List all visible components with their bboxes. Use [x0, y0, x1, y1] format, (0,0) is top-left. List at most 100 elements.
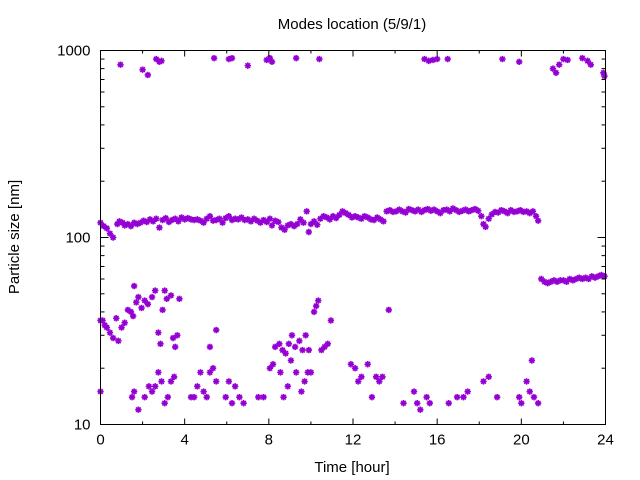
- data-point: [430, 206, 438, 213]
- data-point: [347, 361, 355, 368]
- data-point: [600, 69, 607, 76]
- data-point: [302, 332, 309, 339]
- data-point: [287, 220, 295, 228]
- data-point: [127, 308, 135, 316]
- data-point: [297, 216, 304, 223]
- data-point: [127, 222, 135, 230]
- data-point: [544, 279, 551, 287]
- data-point: [163, 295, 170, 303]
- data-point: [165, 218, 173, 226]
- data-point: [579, 275, 586, 283]
- data-point: [167, 378, 175, 385]
- data-point: [348, 214, 356, 221]
- data-point: [528, 357, 536, 364]
- data-point: [124, 306, 132, 314]
- data-point: [155, 329, 162, 336]
- data-point: [153, 55, 160, 63]
- data-point: [518, 399, 525, 407]
- data-point: [380, 218, 387, 225]
- data-point: [423, 393, 430, 401]
- data-point: [588, 273, 596, 280]
- x-tick-label: 8: [265, 432, 273, 449]
- data-point: [351, 365, 359, 372]
- data-point: [158, 378, 165, 385]
- data-point: [109, 334, 117, 342]
- data-point: [307, 369, 315, 376]
- x-tick-label: 16: [429, 432, 446, 449]
- data-point: [190, 393, 198, 401]
- data-point: [564, 56, 571, 64]
- data-point: [164, 393, 172, 401]
- data-point: [402, 209, 409, 216]
- data-point: [103, 324, 111, 331]
- data-point: [278, 224, 285, 231]
- data-point: [146, 216, 154, 223]
- data-point: [310, 308, 318, 316]
- data-point: [129, 312, 137, 320]
- data-point: [529, 208, 537, 215]
- data-point: [460, 393, 467, 401]
- data-point: [526, 209, 533, 217]
- data-point: [364, 214, 371, 221]
- data-point: [152, 383, 159, 390]
- data-point: [268, 222, 276, 229]
- data-point: [113, 315, 120, 322]
- x-tick-label: 0: [96, 432, 104, 449]
- data-point: [316, 55, 323, 63]
- data-point: [462, 206, 469, 213]
- data-point: [355, 378, 362, 385]
- data-point: [549, 65, 557, 72]
- data-point: [429, 56, 437, 64]
- data-point: [152, 287, 159, 294]
- data-point: [213, 326, 220, 334]
- data-point: [538, 275, 545, 283]
- data-point: [410, 388, 418, 395]
- data-point: [314, 221, 321, 228]
- data-point: [373, 214, 381, 221]
- data-point: [399, 208, 406, 215]
- data-point: [516, 393, 523, 401]
- data-point: [121, 319, 128, 326]
- data-point: [222, 214, 229, 222]
- data-point: [504, 209, 511, 217]
- x-axis-label: Time [hour]: [314, 459, 389, 476]
- data-point: [321, 343, 328, 351]
- data-point: [156, 224, 163, 231]
- data-point: [268, 58, 276, 66]
- data-point: [130, 219, 138, 226]
- data-point: [464, 388, 471, 395]
- data-point: [364, 361, 371, 368]
- data-point: [400, 399, 407, 407]
- data-point: [135, 293, 142, 301]
- data-point: [336, 211, 343, 219]
- x-tick-label: 4: [180, 432, 188, 449]
- x-tick-label: 12: [345, 432, 362, 449]
- data-point: [591, 274, 599, 281]
- data-point: [411, 208, 419, 215]
- data-point: [587, 61, 594, 68]
- data-point: [284, 222, 291, 229]
- data-point: [480, 220, 487, 228]
- data-point: [332, 214, 340, 222]
- data-point: [372, 373, 380, 380]
- data-point: [247, 218, 255, 225]
- data-point: [358, 373, 365, 380]
- data-point: [219, 219, 226, 226]
- data-point: [424, 205, 431, 213]
- data-point: [213, 216, 220, 224]
- data-point: [553, 278, 561, 285]
- data-point: [310, 218, 318, 225]
- data-point: [584, 57, 591, 65]
- data-point: [408, 206, 416, 214]
- data-point: [566, 275, 573, 283]
- data-point: [478, 212, 485, 220]
- data-point: [175, 218, 182, 225]
- data-point: [560, 55, 567, 63]
- data-point: [449, 205, 457, 212]
- data-point: [141, 393, 148, 401]
- data-point: [396, 206, 403, 213]
- data-point: [523, 208, 530, 215]
- data-point: [118, 324, 125, 331]
- data-point: [225, 212, 233, 220]
